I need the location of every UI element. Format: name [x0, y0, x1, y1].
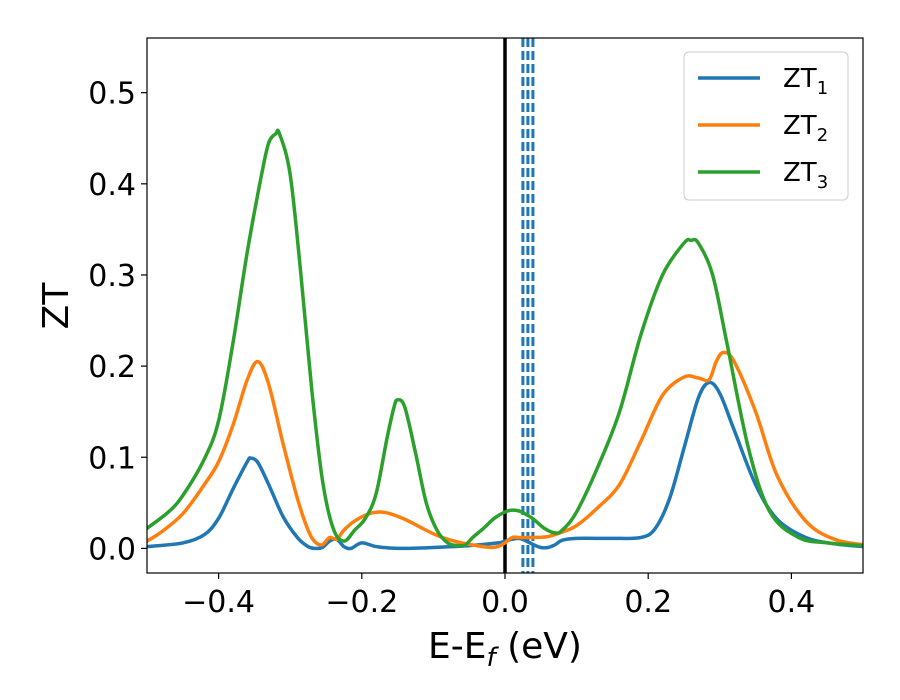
legend-label-zt1: ZT1 [783, 64, 828, 99]
x-tick-label: −0.2 [325, 585, 398, 620]
series-layer [147, 128, 863, 551]
series-line-zt2 [147, 350, 863, 550]
y-axis-title: ZT [36, 282, 77, 330]
y-tick-label: 0.5 [88, 77, 136, 112]
legend: ZT1 ZT2 ZT3 [683, 51, 849, 201]
series-line-zt1 [147, 380, 863, 551]
x-tick-label: 0.4 [768, 585, 816, 620]
legend-label-zt2: ZT2 [783, 111, 828, 146]
x-axis-ticks: −0.4 −0.2 0.0 0.2 0.4 [182, 573, 815, 620]
y-tick-label: 0.2 [88, 350, 136, 385]
x-tick-label: 0.0 [481, 585, 529, 620]
x-axis-title: E-Ef (eV) [428, 626, 582, 673]
x-tick-label: −0.4 [182, 585, 255, 620]
y-tick-label: 0.3 [88, 259, 136, 294]
y-tick-label: 0.1 [88, 441, 136, 476]
y-tick-label: 0.0 [88, 532, 136, 567]
x-tick-label: 0.2 [624, 585, 672, 620]
legend-box [683, 51, 849, 201]
series-line-zt3 [147, 128, 863, 548]
reference-lines [503, 38, 535, 573]
legend-label-zt3: ZT3 [783, 158, 828, 193]
y-axis-ticks: 0.0 0.1 0.2 0.3 0.4 0.5 [88, 77, 147, 567]
y-tick-label: 0.4 [88, 168, 136, 203]
